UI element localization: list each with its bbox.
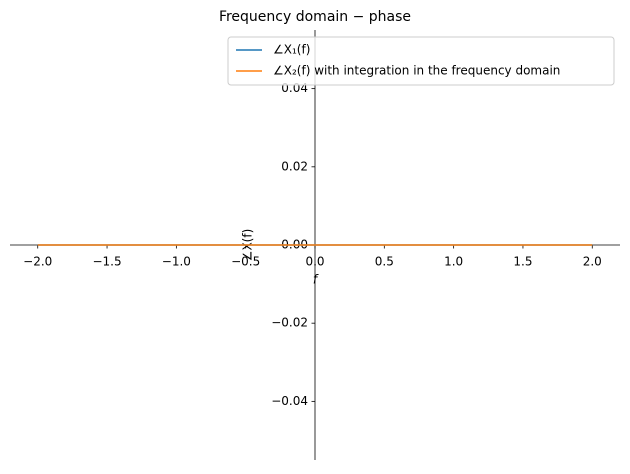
chart-title: Frequency domain − phase: [219, 9, 411, 25]
x-tick-label: −1.5: [92, 255, 121, 269]
x-tick-label: 1.0: [444, 255, 463, 269]
x-tick-label: −0.5: [231, 255, 260, 269]
x-tick-label: −2.0: [23, 255, 52, 269]
y-tick-label: −0.02: [271, 316, 308, 330]
x-tick-label: 1.5: [513, 255, 532, 269]
x-tick-label: 0.0: [305, 255, 324, 269]
legend: ∠X₁(f) ∠X₂(f) with integration in the fre…: [227, 36, 615, 86]
y-tick-label: −0.04: [271, 394, 308, 408]
x-axis-label: f: [313, 273, 319, 287]
legend-box: [227, 36, 615, 86]
legend-label: ∠X₁(f): [273, 43, 310, 57]
x-tick-label: −1.0: [162, 255, 191, 269]
y-tick-label: 0.02: [281, 159, 308, 173]
x-tick-label: 0.5: [375, 255, 394, 269]
legend-label: ∠X₂(f) with integration in the frequency…: [273, 64, 560, 78]
x-tick-label: 2.0: [583, 255, 602, 269]
